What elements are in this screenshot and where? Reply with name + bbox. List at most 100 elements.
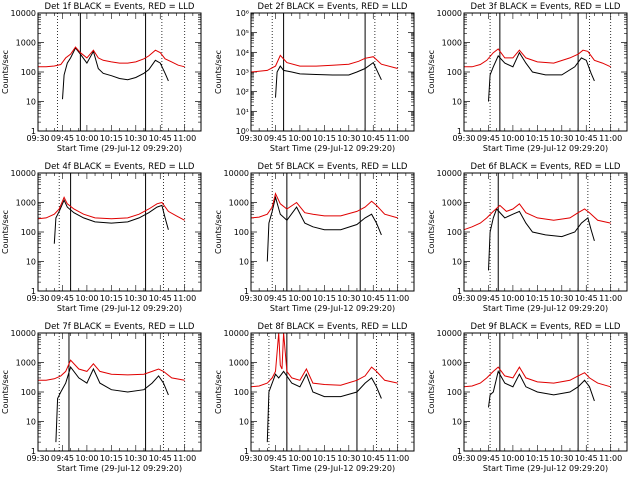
panel-title: Det 9f BLACK = Events, RED = LLD [471, 322, 621, 332]
x-tick-label: 10:30 [337, 134, 360, 143]
plot-frame [463, 12, 628, 132]
x-tick-label: 10:00 [501, 294, 524, 303]
y-tick-label: 10² [236, 88, 249, 97]
x-axis-label: Start Time (29-Jul-12 09:29:20) [57, 464, 182, 473]
y-tick-label: 1 [31, 127, 36, 136]
y-tick-label: 10000 [437, 329, 462, 338]
panel-title: Det 7f BLACK = Events, RED = LLD [45, 322, 195, 332]
detector-panel-5: Det 5f BLACK = Events, RED = LLD 1 10 100 10… [214, 162, 415, 313]
y-tick-label: 10000 [11, 169, 36, 178]
x-tick-label: 10:15 [526, 294, 549, 303]
series-line-events [275, 61, 382, 98]
detector-panel-6: Det 6f BLACK = Events, RED = LLD 1 10 100 10… [427, 162, 628, 313]
y-tick-label: 100 [21, 68, 36, 77]
series-line-events [266, 195, 382, 262]
y-tick-label: 1 [244, 447, 249, 456]
y-axis-label: Counts/sec [1, 50, 10, 94]
x-tick-label: 09:45 [264, 294, 287, 303]
y-tick-label: 10000 [437, 9, 462, 18]
y-tick-label: 10000 [224, 329, 249, 338]
y-tick-label: 1000 [442, 359, 462, 368]
plot-frame [463, 332, 628, 452]
y-tick-label: 10 [239, 258, 249, 267]
panel-title: Det 4f BLACK = Events, RED = LLD [45, 162, 195, 172]
series-line-lld [463, 366, 611, 388]
plot-frame [250, 332, 415, 452]
plot-frame [250, 172, 415, 292]
x-tick-label: 11:00 [599, 454, 622, 463]
x-tick-label: 09:30 [452, 134, 475, 143]
y-tick-label: 10 [26, 418, 36, 427]
series-line-lld [250, 192, 398, 219]
y-tick-label: 1000 [229, 359, 249, 368]
x-tick-label: 09:45 [477, 294, 500, 303]
y-tick-label: 10 [452, 418, 462, 427]
x-tick-label: 10:00 [501, 134, 524, 143]
x-axis-label: Start Time (29-Jul-12 09:29:20) [270, 464, 395, 473]
y-tick-label: 10¹ [236, 107, 249, 116]
y-tick-label: 1000 [16, 359, 36, 368]
y-tick-label: 10⁵ [236, 29, 249, 38]
x-tick-label: 11:00 [386, 454, 409, 463]
y-tick-label: 1 [244, 287, 249, 296]
series-line-lld [37, 196, 185, 221]
panel-title: Det 3f BLACK = Events, RED = LLD [471, 2, 621, 12]
panel-title: Det 2f BLACK = Events, RED = LLD [258, 2, 408, 12]
y-tick-label: 10000 [224, 169, 249, 178]
y-tick-label: 10⁰ [236, 127, 249, 136]
y-tick-label: 100 [447, 228, 462, 237]
x-tick-label: 10:15 [526, 134, 549, 143]
plot-frame [37, 172, 202, 292]
x-tick-label: 09:45 [51, 294, 74, 303]
series-line-lld [464, 48, 611, 68]
series-line-lld [250, 332, 398, 388]
y-tick-label: 100 [234, 388, 249, 397]
y-tick-label: 10000 [437, 169, 462, 178]
series-line-events [266, 370, 382, 443]
x-tick-label: 09:30 [452, 294, 475, 303]
plot-frame [37, 12, 202, 132]
x-axis-label: Start Time (29-Jul-12 09:29:20) [270, 304, 395, 313]
y-axis-label: Counts/sec [1, 370, 10, 414]
y-tick-label: 1000 [229, 199, 249, 208]
y-tick-label: 10000 [11, 9, 36, 18]
x-tick-label: 11:00 [173, 294, 196, 303]
y-tick-label: 100 [447, 388, 462, 397]
x-tick-label: 10:45 [575, 134, 598, 143]
y-tick-label: 1 [31, 287, 36, 296]
y-tick-label: 10 [452, 98, 462, 107]
x-tick-label: 11:00 [173, 134, 196, 143]
x-tick-label: 10:30 [124, 454, 147, 463]
detector-panel-7: Det 7f BLACK = Events, RED = LLD 1 10 100 10… [1, 322, 202, 473]
x-axis-label: Start Time (29-Jul-12 09:29:20) [57, 304, 182, 313]
series-line-events [62, 47, 169, 100]
x-tick-label: 09:30 [239, 454, 262, 463]
x-tick-label: 09:45 [477, 454, 500, 463]
plot-frame [463, 172, 628, 292]
detector-panel-3: Det 3f BLACK = Events, RED = LLD 1 10 100 10… [427, 2, 628, 153]
x-tick-label: 11:00 [173, 454, 196, 463]
y-tick-label: 100 [21, 388, 36, 397]
x-tick-label: 09:45 [51, 134, 74, 143]
x-tick-label: 10:30 [337, 454, 360, 463]
x-axis-label: Start Time (29-Jul-12 09:29:20) [270, 144, 395, 153]
x-tick-label: 10:30 [550, 454, 573, 463]
y-tick-label: 10 [26, 258, 36, 267]
x-tick-label: 10:45 [149, 294, 172, 303]
panel-title: Det 5f BLACK = Events, RED = LLD [258, 162, 408, 172]
x-tick-label: 10:15 [313, 134, 336, 143]
y-axis-label: Counts/sec [214, 210, 223, 254]
x-tick-label: 09:30 [26, 294, 49, 303]
x-tick-label: 10:15 [100, 294, 123, 303]
detector-panel-1: Det 1f BLACK = Events, RED = LLD 1 10 100 10… [1, 2, 202, 153]
y-axis-label: Counts/sec [214, 370, 223, 414]
x-axis-label: Start Time (29-Jul-12 09:29:20) [57, 144, 182, 153]
x-tick-label: 10:00 [75, 454, 98, 463]
y-tick-label: 1000 [442, 199, 462, 208]
x-tick-label: 09:30 [452, 454, 475, 463]
y-axis-label: Counts/sec [427, 210, 436, 254]
x-axis-label: Start Time (29-Jul-12 09:29:20) [483, 144, 608, 153]
plot-frame [250, 12, 415, 132]
y-tick-label: 10 [26, 98, 36, 107]
